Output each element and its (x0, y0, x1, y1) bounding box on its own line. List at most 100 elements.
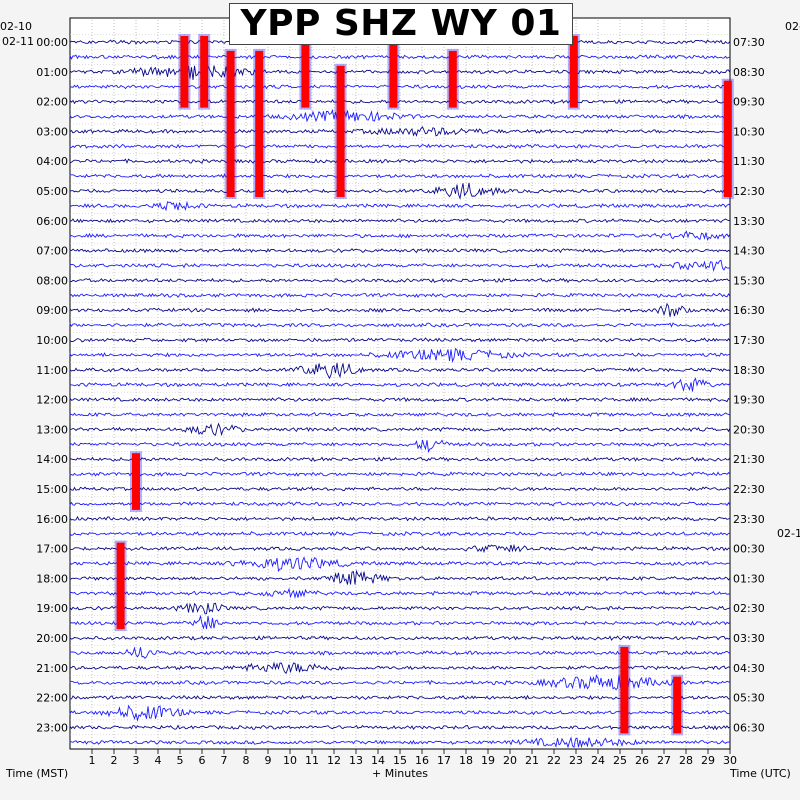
trace-line (69, 569, 731, 585)
trace-line (69, 704, 731, 722)
left-hour-label: 10:00 (36, 334, 68, 347)
left-hour-label: 03:00 (36, 125, 68, 138)
event-mark (448, 50, 457, 108)
trace-line (69, 501, 731, 507)
trace-line (69, 531, 731, 537)
x-tick-label: 4 (155, 754, 162, 767)
right-hour-label: 14:30 (733, 245, 765, 258)
trace-line (69, 377, 731, 392)
x-tick-label: 12 (327, 754, 341, 767)
x-tick-label: 1 (89, 754, 96, 767)
right-hour-label: 21:30 (733, 453, 765, 466)
right-hour-label: 15:30 (733, 274, 765, 287)
right-hour-label: 02:30 (733, 602, 765, 615)
event-mark (336, 65, 345, 197)
left-date-top: 02-10 (0, 20, 32, 33)
trace-line (69, 674, 731, 691)
trace-line (69, 486, 731, 492)
trace-line (69, 736, 731, 749)
x-tick-label: 30 (723, 754, 737, 767)
right-hour-label: 20:30 (733, 423, 765, 436)
x-tick-label: 8 (243, 754, 250, 767)
trace-line (69, 646, 731, 659)
right-hour-labels: 07:30 08:30 09:30 10:30 11:30 12:30 13:30 14:30… (733, 36, 765, 734)
right-date-bottom: 02-1 (777, 527, 800, 540)
right-hour-label: 07:30 (733, 36, 765, 49)
x-tick-label: 5 (177, 754, 184, 767)
right-hour-label: 01:30 (733, 572, 765, 585)
x-tick-label: 27 (657, 754, 671, 767)
left-hour-label: 16:00 (36, 513, 68, 526)
event-mark (200, 36, 209, 108)
trace-line (69, 98, 731, 105)
trace-line (69, 347, 731, 363)
trace-line (69, 337, 731, 343)
x-tick-label: 16 (415, 754, 429, 767)
right-hour-label: 08:30 (733, 66, 765, 79)
left-hour-label: 02:00 (36, 96, 68, 109)
left-hour-label: 19:00 (36, 602, 68, 615)
trace-line (69, 556, 731, 573)
left-hour-label: 01:00 (36, 66, 68, 79)
left-hour-labels: 00:00 01:00 02:00 03:00 04:00 05:00 06:00 07:00… (36, 36, 68, 734)
trace-line (69, 173, 731, 179)
right-date-top: 02-1 (785, 20, 800, 33)
x-tick-label: 26 (635, 754, 649, 767)
left-hour-label: 21:00 (36, 662, 68, 675)
trace-line (69, 302, 731, 317)
x-tick-label: 20 (503, 754, 517, 767)
trace-line (69, 411, 731, 418)
trace-line (69, 439, 731, 454)
x-tick-label: 15 (393, 754, 407, 767)
left-hour-label: 00:00 (36, 36, 68, 49)
trace-line (69, 277, 731, 284)
right-hour-label: 22:30 (733, 483, 765, 496)
trace-line (69, 292, 731, 298)
trace-line (69, 456, 731, 462)
right-hour-label: 23:30 (733, 513, 765, 526)
x-tick-label: 9 (265, 754, 272, 767)
left-date-bottom: 02-11 (2, 35, 34, 48)
left-hour-label: 11:00 (36, 364, 68, 377)
trace-line (69, 322, 731, 328)
right-hour-label: 03:30 (733, 632, 765, 645)
event-marks (114, 34, 734, 736)
trace-line (69, 515, 731, 522)
x-tick-label: 18 (459, 754, 473, 767)
trace-line (69, 422, 731, 437)
left-hour-label: 13:00 (36, 423, 68, 436)
left-hour-label: 14:00 (36, 453, 68, 466)
trace-line (69, 54, 730, 60)
event-mark (132, 453, 140, 510)
trace-line (69, 543, 731, 554)
x-tick-label: 24 (591, 754, 605, 767)
chart-title: YPP SHZ WY 01 (229, 3, 573, 45)
trace-line (69, 230, 731, 241)
trace-line (69, 724, 731, 731)
trace-line (69, 143, 731, 149)
event-mark (226, 50, 235, 198)
trace-lines (69, 39, 731, 749)
trace-line (69, 587, 731, 599)
x-tick-label: 2 (111, 754, 118, 767)
left-hour-label: 18:00 (36, 572, 68, 585)
left-hour-label: 04:00 (36, 155, 68, 168)
trace-line (69, 200, 731, 212)
right-hour-label: 05:30 (733, 692, 765, 705)
trace-line (69, 602, 731, 615)
left-hour-label: 09:00 (36, 304, 68, 317)
x-tick-label: 10 (283, 754, 297, 767)
trace-line (69, 108, 731, 124)
event-mark (620, 646, 629, 734)
right-hour-label: 16:30 (733, 304, 765, 317)
x-tick-label: 21 (525, 754, 539, 767)
event-mark (180, 36, 189, 108)
x-tick-label: 17 (437, 754, 451, 767)
left-hour-label: 08:00 (36, 274, 68, 287)
trace-line (69, 471, 731, 477)
trace-line (69, 661, 731, 675)
right-hour-label: 19:30 (733, 394, 765, 407)
right-hour-label: 11:30 (733, 155, 765, 168)
right-hour-label: 12:30 (733, 185, 765, 198)
